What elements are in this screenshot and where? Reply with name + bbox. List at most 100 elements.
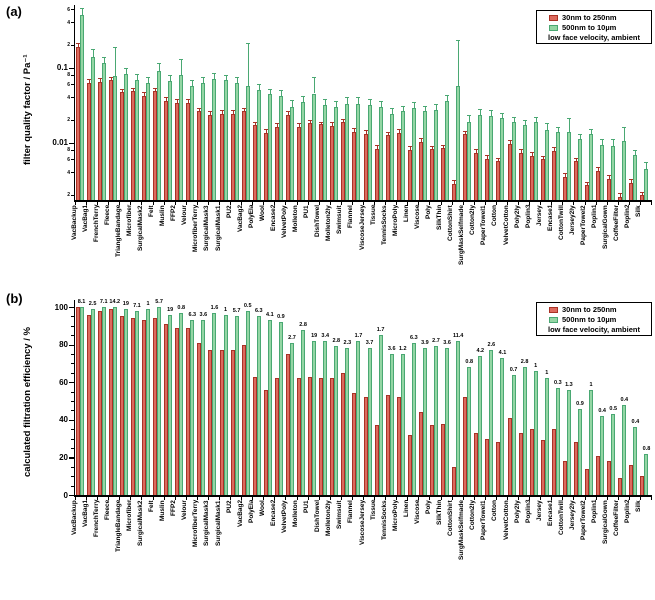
error-bar-red [210,111,212,116]
legend-label-red: 30nm to 250nm [562,305,617,314]
bar-500nm-10um [600,416,605,495]
x-tick-a [263,201,265,205]
y-tick-label-b: 0 [63,490,68,500]
error-cap-red [142,92,146,94]
bar-500nm-10um [356,103,361,200]
error-cap-green [312,76,317,78]
error-bar-green [369,99,371,105]
y-minor-tick-a [71,194,74,196]
error-bar-red [432,145,433,150]
y-axis-line-b [73,300,75,497]
x-category-label-a: SurgicalMask3 [203,205,211,251]
error-cap-green [323,99,328,101]
bar-500nm-10um [578,408,582,495]
x-category-label-a: Encase1 [546,205,554,232]
x-category-label-b: CottonTwill [557,500,565,535]
error-cap-green [101,56,106,58]
x-tick-a [562,201,564,205]
error-cap-red [485,155,490,157]
error-cap-red [86,79,91,81]
x-category-label-b: MicrofiberTerry [192,500,200,548]
x-category-label-a: SurgMaskSelfmade [458,205,466,265]
x-category-label-b: PolyEla [247,500,255,524]
error-bar-red [99,78,101,82]
error-bar-green [413,101,415,108]
bar-500nm-10um [123,308,128,495]
error-bar-red [288,111,289,116]
x-category-label-b: Poly [425,500,432,514]
x-tick-a [484,201,486,205]
bar-500nm-10um [633,427,638,495]
x-category-label-b: SurgicalGown [602,500,610,544]
x-tick-b [573,496,575,500]
bar-500nm-10um [223,80,228,200]
error-bar-red [609,174,611,179]
bar-500nm-10um [367,348,372,495]
bar-30nm-250nm [208,115,213,200]
error-bar-green [635,149,637,155]
x-tick-a [119,201,121,205]
x-tick-a [307,201,309,205]
x-tick-a [529,201,531,205]
error-cap-red [230,110,235,112]
x-tick-a [329,201,331,205]
x-tick-a [296,201,298,205]
error-bar-green [148,76,149,84]
bar-30nm-250nm [308,123,313,200]
x-category-label-a: SilkThin [436,205,444,231]
error-bar-green [646,161,648,169]
error-bar-red [166,97,168,101]
x-category-label-a: CoffeeFilter [613,205,621,242]
x-tick-a [385,201,387,205]
y-minor-tick-b [71,354,74,355]
x-tick-b [207,496,209,500]
bar-500nm-10um [212,78,217,200]
bar-30nm-250nm [407,149,412,200]
bar-500nm-10um [179,74,184,200]
bar-30nm-250nm [319,378,324,495]
x-tick-b [407,496,409,500]
bar-value-label: 6.3 [254,308,263,315]
bar-30nm-250nm [319,124,324,200]
bar-value-label: 7.1 [133,302,141,309]
x-tick-a [252,201,254,205]
bar-500nm-10um [533,122,538,200]
bar-500nm-10um [256,316,261,495]
bar-500nm-10um [101,307,106,495]
bar-500nm-10um [90,308,95,495]
bar-500nm-10um [201,320,206,495]
error-cap-red [540,155,545,157]
bar-30nm-250nm [640,194,645,200]
bar-500nm-10um [422,111,427,200]
error-bar-green [347,97,349,104]
bar-30nm-250nm [407,434,412,495]
x-category-label-b: Encase2 [269,500,277,527]
x-tick-b [385,496,387,500]
panel-b-letter: (b) [6,291,23,306]
error-cap-red [518,148,523,150]
error-cap-red [507,139,512,141]
x-category-label-b: VacBag1 [81,500,89,528]
error-bar-red [354,128,356,132]
error-cap-green [400,105,405,107]
x-tick-b [606,496,608,500]
bar-value-label: 0.5 [243,302,252,309]
x-tick-b [263,496,265,500]
x-tick-a [363,201,364,205]
x-category-label-b: VelvetCotton [502,500,510,540]
bar-30nm-250nm [97,81,102,200]
bar-30nm-250nm [441,148,446,200]
legend-note: low face velocity, ambient [548,325,640,334]
error-bar-green [280,90,282,96]
x-tick-b [540,496,542,500]
bar-500nm-10um [589,134,594,200]
error-bar-red [398,129,400,133]
bar-value-label: 0.4 [620,396,629,403]
bar-30nm-250nm [75,46,80,200]
bar-30nm-250nm [252,376,257,495]
x-category-label-a: CottonShirt [447,205,455,241]
error-cap-green [555,127,560,129]
bar-500nm-10um [223,314,228,495]
x-tick-b [75,496,76,500]
x-category-label-b: Silk [635,500,643,512]
